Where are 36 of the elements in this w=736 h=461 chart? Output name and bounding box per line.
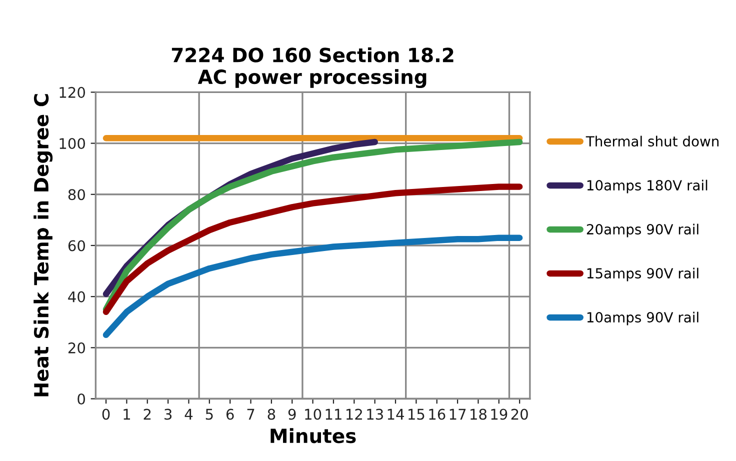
x-tick-label: 18 [470,408,487,420]
legend-label: 10amps 180V rail [587,180,708,194]
x-axis-title: Minutes [270,428,356,444]
legend-label: 20amps 90V rail [586,224,698,238]
chart-title: 7224 DO 160 Section 18.2 AC power processing [172,47,454,88]
x-tick-label: 13 [367,408,383,420]
x-tick-label: 8 [268,408,276,420]
y-tick-label: 20 [68,342,85,354]
x-tick-label: 20 [511,408,528,420]
x-tick-label: 17 [450,408,466,420]
y-tick-label: 60 [68,240,85,252]
x-tick-label: 7 [247,408,254,420]
legend-label: Thermal shut down [586,136,718,147]
x-tick-label: 12 [346,408,362,420]
x-tick-label: 9 [288,408,296,420]
x-tick-label: 10 [305,408,322,420]
x-tick-label: 16 [429,408,446,420]
y-tick-label: 40 [68,291,85,302]
x-tick-label: 15 [408,408,424,420]
y-tick-label: 100 [60,138,85,150]
x-tick-label: 5 [206,408,213,420]
x-tick-label: 6 [226,408,234,420]
x-tick-label: 3 [164,408,172,420]
x-tick-label: 2 [144,408,151,420]
legend-label: 10amps 90V rail [587,312,698,326]
x-tick-label: 0 [102,408,110,420]
y-axis-title: Heat Sink Temp in Degree C [34,94,53,396]
x-tick-label: 4 [184,408,193,420]
x-tick-label: 11 [326,408,342,420]
y-tick-label: 120 [60,86,85,98]
y-tick-label: 0 [78,393,85,405]
x-tick-label: 14 [388,408,404,420]
y-tick-label: 80 [68,189,85,200]
x-tick-label: 1 [124,408,130,420]
x-tick-label: 19 [491,408,508,420]
legend-label: 15amps 90V rail [587,268,698,282]
